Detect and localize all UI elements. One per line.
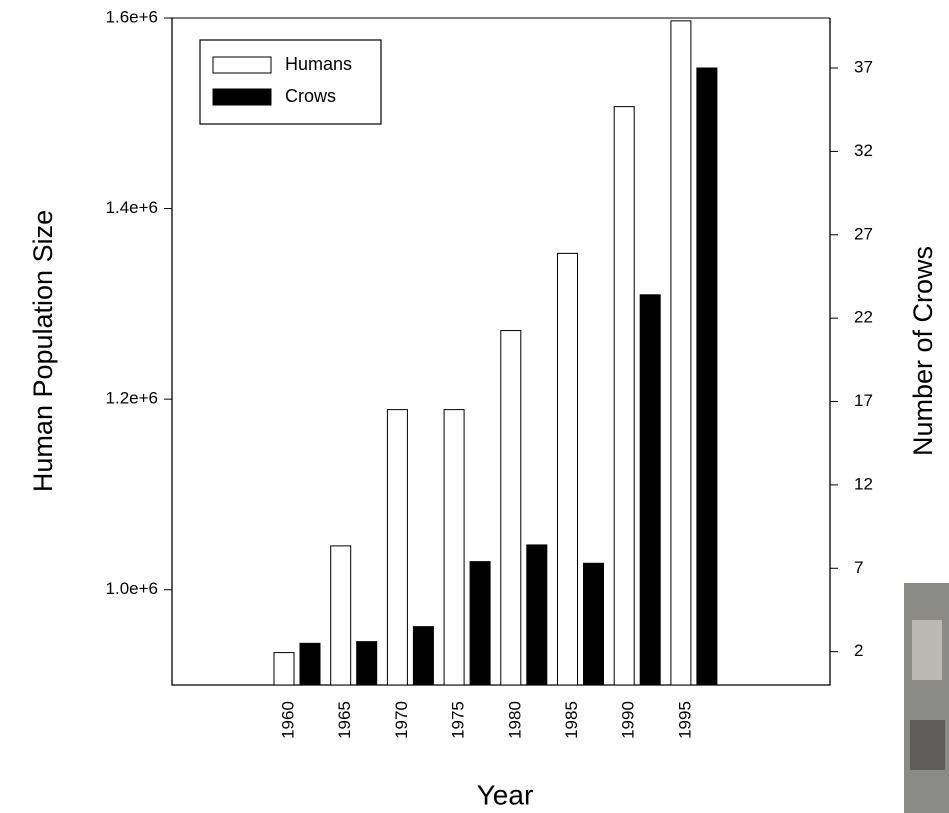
y2-tick-label: 22 bbox=[854, 308, 873, 327]
bar bbox=[443, 409, 465, 686]
bar bbox=[412, 626, 434, 686]
bar bbox=[557, 252, 578, 686]
bar bbox=[526, 544, 548, 686]
legend-swatch bbox=[212, 56, 272, 74]
bar bbox=[500, 330, 522, 686]
y-axis-label: Human Population Size bbox=[28, 210, 58, 492]
bar bbox=[299, 642, 321, 686]
bar bbox=[469, 561, 491, 686]
y-tick-label: 1.0e+6 bbox=[106, 579, 158, 598]
y-tick-label: 1.6e+6 bbox=[106, 7, 158, 26]
bar bbox=[386, 409, 408, 686]
y-tick-label: 1.4e+6 bbox=[106, 198, 158, 217]
x-tick-label: 1960 bbox=[278, 701, 297, 739]
y2-tick-label: 7 bbox=[854, 558, 863, 577]
x-tick-label: 1980 bbox=[505, 701, 524, 739]
y2-tick-label: 12 bbox=[854, 474, 873, 493]
y2-tick-label: 17 bbox=[854, 391, 873, 410]
x-tick-label: 1975 bbox=[449, 701, 468, 739]
x-tick-label: 1965 bbox=[335, 701, 354, 739]
x-tick-label: 1970 bbox=[392, 701, 411, 739]
bar bbox=[639, 294, 661, 686]
legend-label: Humans bbox=[285, 54, 352, 74]
bar bbox=[613, 106, 635, 686]
x-tick-label: 1985 bbox=[562, 701, 581, 739]
legend-box bbox=[199, 39, 382, 125]
bar bbox=[583, 562, 604, 686]
y-tick-label: 1.2e+6 bbox=[106, 389, 158, 408]
photo-fragment-detail bbox=[910, 720, 945, 770]
legend-swatch bbox=[212, 88, 272, 106]
photo-fragment bbox=[904, 583, 949, 813]
y2-tick-label: 2 bbox=[854, 641, 863, 660]
y2-tick-label: 37 bbox=[854, 58, 873, 77]
y2-axis-label: Number of Crows bbox=[908, 246, 938, 456]
bar bbox=[696, 67, 718, 686]
photo-fragment-detail bbox=[912, 620, 942, 680]
x-tick-label: 1990 bbox=[619, 701, 638, 739]
bar bbox=[330, 545, 352, 686]
y2-tick-label: 27 bbox=[854, 224, 873, 243]
x-axis-label: Year bbox=[477, 779, 534, 810]
bar bbox=[273, 652, 295, 686]
legend-label: Crows bbox=[285, 86, 336, 106]
y2-tick-label: 32 bbox=[854, 141, 873, 160]
bar bbox=[670, 20, 692, 686]
bar bbox=[356, 641, 378, 686]
x-tick-label: 1995 bbox=[675, 701, 694, 739]
